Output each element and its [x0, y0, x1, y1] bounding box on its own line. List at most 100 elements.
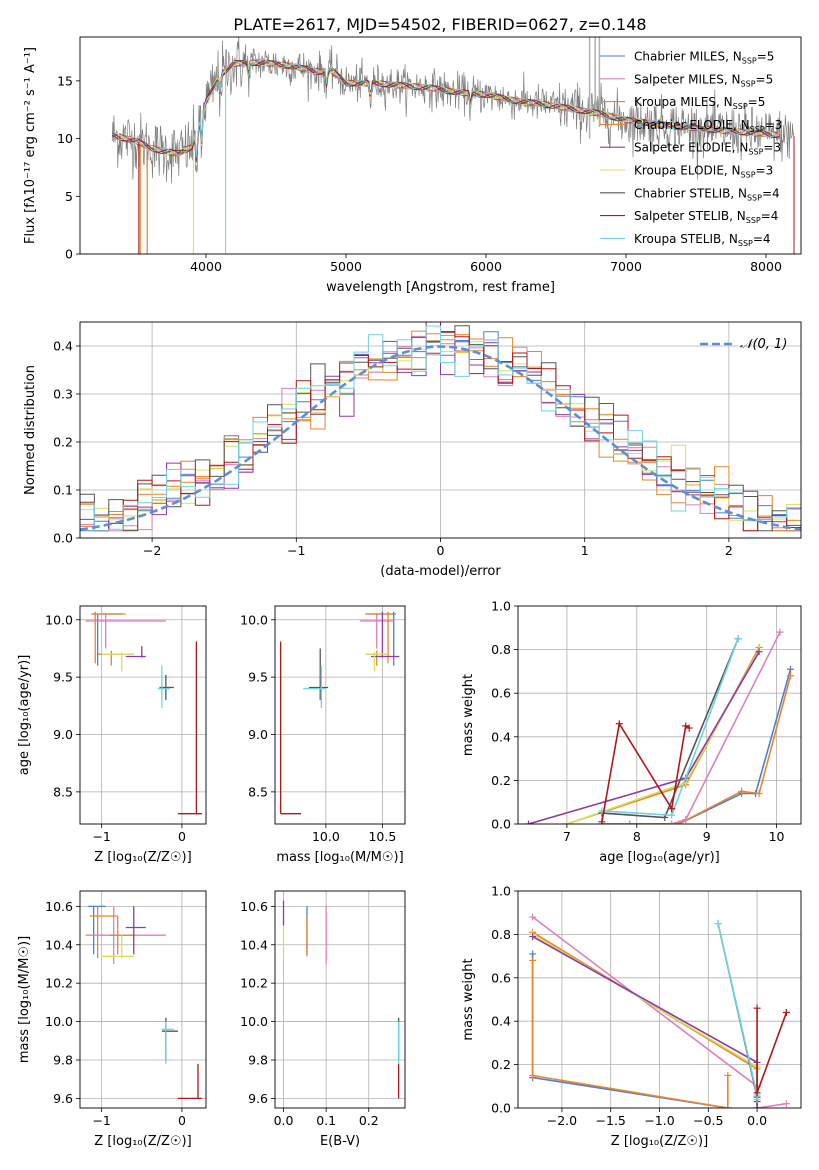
x-tick-label: −2 — [143, 543, 161, 558]
x-tick-label: −1.5 — [596, 1113, 626, 1128]
plot-area — [80, 606, 206, 824]
y-tick-label: 0.6 — [491, 686, 511, 701]
y-tick-label: 0.0 — [53, 531, 73, 546]
y-tick-label: 9.5 — [248, 670, 268, 685]
x-tick-label: 7 — [563, 829, 571, 844]
x-tick-label: 0.2 — [359, 1113, 379, 1128]
y-axis-label: mass weight — [461, 674, 476, 756]
x-tick-label: −1 — [92, 1113, 110, 1128]
series-marker-kroupa-elodie — [563, 820, 571, 824]
mass-vs-ebv-panel: 0.0 0.1 0.2 9.6 9.8 10.0 10.2 10.4 10.6 E(B-V) — [240, 890, 406, 1149]
y-tick-label: 9.6 — [248, 1091, 268, 1106]
series-marker-salpeter-miles — [782, 1100, 790, 1108]
y-tick-label: 0.0 — [491, 1101, 511, 1116]
y-axis-label: Normed distribution — [23, 365, 38, 495]
series-marker-salpeter-elodie — [753, 1104, 761, 1108]
plot-area — [275, 606, 405, 824]
y-tick-label: 10.6 — [240, 899, 268, 914]
plot-area — [111, 37, 795, 254]
x-axis-label: age [log₁₀(age/yr)] — [599, 850, 720, 865]
y-tick-label: 0.4 — [491, 729, 511, 744]
y-tick-label: 10.0 — [240, 1014, 268, 1029]
x-tick-label: 10 — [769, 829, 785, 844]
x-tick-label: 2 — [725, 543, 733, 558]
x-tick-label: −0.5 — [693, 1113, 723, 1128]
y-tick-label: 0.8 — [491, 927, 511, 942]
legend-label-normal: 𝒩(0, 1) — [740, 337, 787, 352]
x-tick-label: 10.5 — [368, 829, 396, 844]
y-tick-label: 9.8 — [53, 1052, 73, 1067]
series-marker-salpeter-stelib — [782, 1009, 790, 1017]
y-tick-label: 0.0 — [491, 817, 511, 832]
mass-weight-vs-metallicity-panel: −2.0 −1.5 −1.0 −0.5 0.0 0.0 0.2 0.4 0.6 0.8 1.0 Z [… — [461, 884, 802, 1149]
x-tick-label: 8000 — [750, 259, 782, 274]
x-tick-label: 0.0 — [274, 1113, 294, 1128]
y-tick-label: 10.4 — [240, 937, 268, 952]
series-marker-salpeter-miles — [682, 816, 690, 824]
x-tick-label: 6000 — [470, 259, 502, 274]
model-line-kroupa-stelib — [112, 59, 781, 158]
y-tick-label: 15 — [57, 73, 73, 88]
series-marker-salpeter-stelib — [668, 805, 676, 813]
spectrum-title: PLATE=2617, MJD=54502, FIBERID=0627, z=0… — [233, 15, 646, 34]
series-marker-salpeter-stelib — [753, 1089, 761, 1097]
x-axis-label: Z [log₁₀(Z/Z☉)] — [94, 1134, 191, 1149]
y-tick-label: 0.2 — [491, 773, 511, 788]
x-tick-label: 4000 — [190, 259, 222, 274]
model-line-kroupa-elodie — [112, 59, 781, 164]
x-tick-label: −2.0 — [547, 1113, 577, 1128]
axes-frame — [517, 890, 802, 1109]
histogram-salpeter-stelib — [80, 322, 801, 532]
series-marker-chabrier-miles — [529, 950, 537, 958]
y-tick-label: 10.0 — [45, 612, 73, 627]
x-tick-label: 0.1 — [316, 1113, 336, 1128]
x-tick-label: 10.0 — [312, 829, 340, 844]
plot-area — [518, 891, 801, 1108]
y-tick-label: 1.0 — [491, 599, 511, 614]
spectrum-panel: 4000 5000 6000 7000 8000 0 5 10 15 wavelength [An… — [23, 36, 802, 295]
legend-label-salpeter-stelib: Salpeter STELIB, NSSP=4 — [634, 209, 778, 225]
x-tick-label: 0 — [437, 543, 445, 558]
y-tick-label: 9.0 — [53, 727, 73, 742]
series-marker-salpeter-stelib — [598, 818, 606, 824]
y-tick-label: 10.2 — [45, 976, 73, 991]
y-tick-label: 0 — [65, 247, 73, 262]
y-tick-label: 8.5 — [248, 784, 268, 799]
axes-frame — [274, 605, 406, 825]
series-marker-salpeter-stelib — [615, 720, 623, 728]
axes-frame — [79, 36, 802, 255]
series-marker-kroupa-miles — [724, 1071, 732, 1079]
series-marker-salpeter-elodie — [755, 648, 763, 656]
x-axis-label: Z [log₁₀(Z/Z☉)] — [94, 850, 191, 865]
x-axis-label: (data-model)/error — [380, 564, 501, 579]
series-line-kroupa-miles — [629, 675, 792, 824]
y-tick-label: 5 — [65, 189, 73, 204]
plot-area — [80, 322, 801, 538]
y-tick-label: 10.2 — [240, 976, 268, 991]
y-tick-label: 0.4 — [53, 339, 73, 354]
mass-vs-metallicity-panel: −1 0 9.6 9.8 10.0 10.2 10.4 10.6 Z [log₁₀(Z/Z☉)]… — [17, 890, 207, 1149]
series-marker-kroupa-miles — [724, 1104, 732, 1108]
y-tick-label: 9.6 — [53, 1091, 73, 1106]
x-tick-label: −1.0 — [644, 1113, 674, 1128]
y-tick-label: 0.2 — [53, 435, 73, 450]
x-tick-label: −1 — [287, 543, 305, 558]
y-axis-label: mass weight — [461, 958, 476, 1040]
y-tick-label: 10.6 — [45, 899, 73, 914]
x-tick-label: 9 — [703, 829, 711, 844]
series-marker-salpeter-miles — [776, 628, 784, 636]
series-marker-kroupa-miles — [626, 820, 634, 824]
legend-label-kroupa-miles: Kroupa MILES, NSSP=5 — [634, 95, 765, 111]
x-tick-label: 5000 — [330, 259, 362, 274]
plot-area — [518, 606, 801, 824]
y-tick-label: 0.2 — [491, 1057, 511, 1072]
model-line-chabrier-elodie — [112, 59, 781, 159]
x-tick-label: 0 — [178, 1113, 186, 1128]
legend-label-salpeter-miles: Salpeter MILES, NSSP=5 — [634, 72, 773, 88]
model-line-salpeter-elodie — [111, 59, 781, 162]
series-marker-salpeter-miles — [668, 820, 676, 824]
legend-label-chabrier-miles: Chabrier MILES, NSSP=5 — [634, 50, 774, 66]
series-line-kroupa-miles — [531, 960, 729, 1108]
series-marker-kroupa-miles — [738, 787, 746, 795]
